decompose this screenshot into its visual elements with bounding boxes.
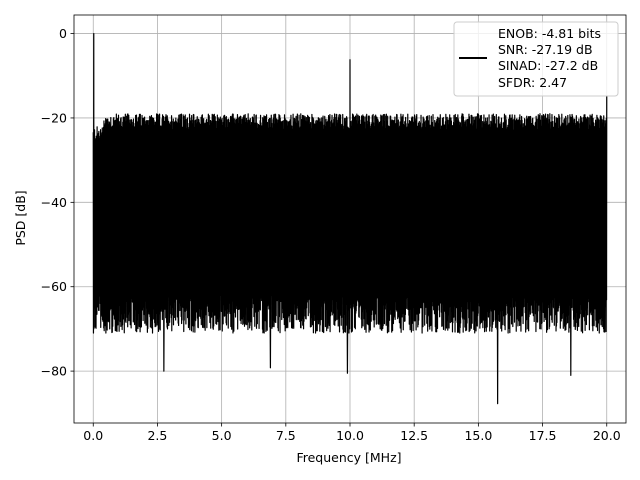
y-tick-label: −20 <box>41 110 67 125</box>
x-tick-label: 7.5 <box>276 428 296 443</box>
x-tick-label: 0.0 <box>83 428 103 443</box>
legend-box <box>453 21 619 97</box>
x-tick-label: 5.0 <box>212 428 232 443</box>
legend-entry-sfdr: SFDR: 2.47 <box>498 75 567 90</box>
y-tick-label: −40 <box>41 195 67 210</box>
legend-entry-snr: SNR: -27.19 dB <box>498 42 593 57</box>
x-axis-label: Frequency [MHz] <box>296 450 401 465</box>
legend-entry-sinad: SINAD: -27.2 dB <box>498 58 598 73</box>
legend: ENOB: -4.81 bits SNR: -27.19 dB SINAD: -… <box>453 21 619 97</box>
y-tick-label: −60 <box>41 279 67 294</box>
x-tick-label: 12.5 <box>400 428 428 443</box>
y-tick-label: −80 <box>41 364 67 379</box>
axis-ticks: 0.0 2.5 5.0 7.5 10.0 12.5 15.0 17.5 20.0 0 −20 −40 −… <box>41 26 621 443</box>
x-tick-label: 17.5 <box>529 428 557 443</box>
x-tick-label: 15.0 <box>464 428 492 443</box>
x-tick-label: 2.5 <box>147 428 167 443</box>
x-tick-label: 20.0 <box>593 428 621 443</box>
legend-entry-enob: ENOB: -4.81 bits <box>498 26 601 41</box>
psd-trace <box>92 32 608 405</box>
plot-series <box>92 32 608 405</box>
y-tick-label: 0 <box>59 26 67 41</box>
x-tick-label: 10.0 <box>336 428 364 443</box>
y-axis-label: PSD [dB] <box>13 190 28 245</box>
